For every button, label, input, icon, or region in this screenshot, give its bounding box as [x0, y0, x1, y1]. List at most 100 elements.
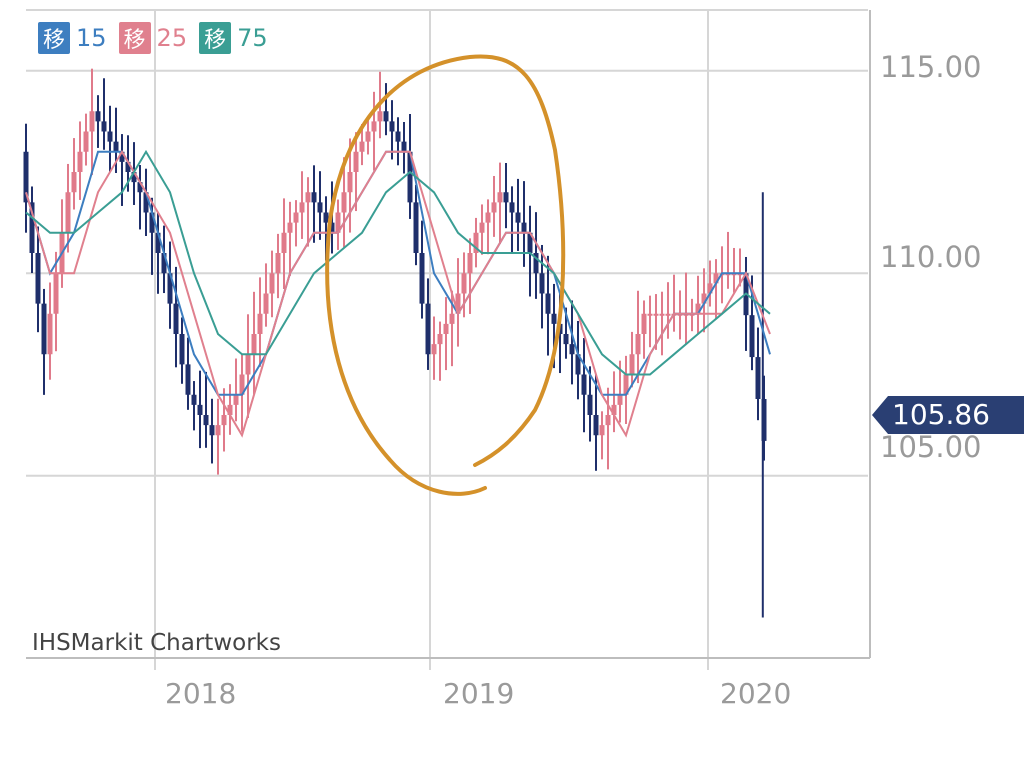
candle-body	[521, 222, 527, 233]
candle-body	[293, 212, 299, 223]
candle-body	[623, 374, 629, 395]
candle-body	[437, 334, 443, 345]
candle-body	[587, 394, 593, 415]
legend-badge-ma15: 移	[38, 22, 70, 54]
candle-body	[629, 354, 635, 375]
legend-item-ma15[interactable]: 移 15	[38, 22, 107, 54]
candle-body	[701, 293, 707, 304]
candle-body	[383, 111, 389, 122]
candle-body	[407, 151, 413, 203]
legend-badge-ma25: 移	[118, 22, 151, 54]
candle-body	[299, 202, 305, 213]
candle-body	[35, 253, 41, 304]
candle-body	[167, 273, 173, 304]
watermark: IHSMarkit Chartworks	[32, 630, 281, 656]
candle-body	[305, 192, 311, 203]
candle-body	[449, 313, 455, 324]
candle-body	[527, 232, 533, 253]
candle-body	[461, 273, 467, 294]
candle-body	[713, 273, 719, 284]
candle-body	[125, 161, 131, 172]
candle-body	[281, 232, 287, 253]
current-price-value: 105.86	[892, 398, 990, 431]
candle-body	[221, 415, 227, 426]
candle-body	[143, 192, 149, 213]
legend-label-ma75: 75	[237, 24, 268, 52]
price-tag-shape	[872, 396, 1024, 434]
candle-body	[695, 303, 701, 314]
candle-body	[443, 323, 449, 334]
candle-body	[635, 334, 641, 355]
legend-badge-ma75: 移	[199, 22, 232, 54]
y-tick-label: 105.00	[880, 430, 982, 464]
candle-body	[95, 111, 101, 122]
candle-body	[389, 121, 395, 132]
y-tick-label: 110.00	[880, 240, 982, 274]
candle-body	[455, 293, 461, 314]
candle-body	[65, 192, 71, 233]
candle-body	[599, 425, 605, 436]
candle-body	[425, 303, 431, 355]
candle-body	[245, 354, 251, 375]
candle-body	[707, 283, 713, 294]
candle-body	[41, 303, 47, 355]
candle-body	[119, 151, 125, 162]
candle-body	[545, 293, 551, 314]
ma-line-75	[25, 149, 771, 376]
candle-body	[569, 344, 575, 355]
candle-body	[395, 131, 401, 142]
candle-body	[83, 131, 89, 152]
candle-body	[665, 313, 671, 316]
candle-body	[551, 313, 557, 324]
y-tick-label: 115.00	[880, 50, 982, 84]
x-tick-label: 2019	[443, 677, 515, 710]
candle-body	[413, 202, 419, 253]
candle-body	[473, 232, 479, 253]
candle-body	[197, 404, 203, 415]
legend: 移 15 移 25 移 75	[38, 22, 268, 54]
candle-body	[659, 313, 665, 316]
candle-body	[53, 273, 59, 314]
candle-body	[467, 253, 473, 274]
legend-label-ma25: 25	[156, 24, 188, 52]
candle-body	[431, 344, 437, 355]
candle-body	[185, 364, 191, 395]
candle-body	[23, 151, 29, 203]
legend-item-ma25[interactable]: 移 25	[118, 22, 188, 54]
candle-body	[563, 334, 569, 345]
candle-body	[497, 192, 503, 203]
candle-body	[251, 334, 257, 355]
candle-body	[179, 334, 185, 365]
candle-body	[581, 374, 587, 395]
annotation-circle	[325, 54, 566, 496]
candle-body	[317, 202, 323, 213]
candle-body	[233, 394, 239, 405]
candle-body	[155, 232, 161, 253]
candle-body	[329, 222, 335, 233]
candle-body	[107, 131, 113, 142]
candlesticks	[23, 68, 767, 618]
candle-body	[209, 425, 215, 436]
x-tick-label: 2020	[720, 677, 792, 710]
candle-body	[239, 374, 245, 395]
candle-body	[365, 131, 371, 142]
candle-body	[377, 111, 383, 122]
moving-averages	[25, 149, 771, 438]
candle-body	[227, 404, 233, 415]
candle-body	[515, 212, 521, 223]
legend-item-ma75[interactable]: 移 75	[199, 22, 268, 54]
candle-body	[149, 212, 155, 233]
candle-body	[269, 273, 275, 294]
candle-body	[113, 141, 119, 152]
candle-body	[617, 394, 623, 405]
ma-line-25	[25, 149, 771, 438]
candle-body	[263, 293, 269, 314]
candle-body	[401, 141, 407, 152]
candle-body	[89, 111, 95, 132]
candle-body	[131, 172, 137, 183]
candle-body	[359, 141, 365, 152]
candle-body	[275, 253, 281, 274]
candle-body	[647, 313, 653, 316]
